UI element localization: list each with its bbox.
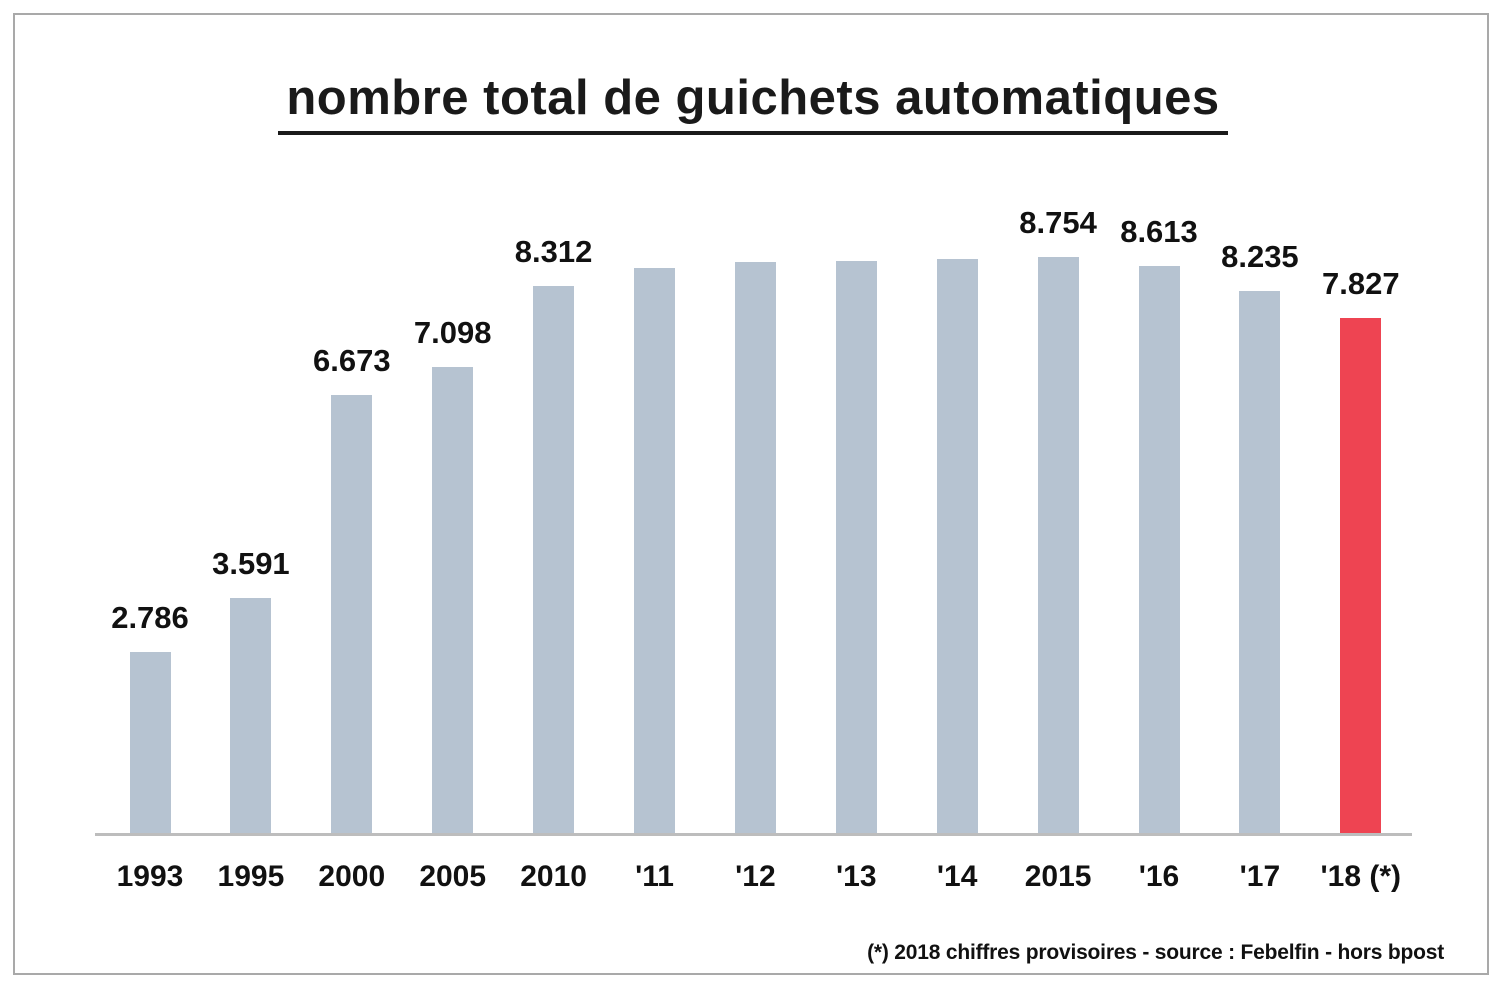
x-tick-label: '11 xyxy=(635,860,674,893)
x-tick-label: '12 xyxy=(735,860,776,893)
bar xyxy=(835,261,877,836)
bar xyxy=(331,395,373,836)
bar xyxy=(734,262,776,836)
bar xyxy=(936,259,978,836)
bar xyxy=(432,367,474,836)
x-tick-label: '17 xyxy=(1239,860,1281,893)
x-tick-label: 1993 xyxy=(116,860,184,893)
bar xyxy=(1239,291,1281,836)
title-container: nombre total de guichets automatiques xyxy=(0,70,1506,135)
bar-value-label: 7.827 xyxy=(1322,266,1400,301)
bar xyxy=(1138,266,1180,836)
bar xyxy=(1037,257,1079,836)
bar-value-label: 8.312 xyxy=(514,234,593,269)
bar xyxy=(533,286,575,836)
bar-value-label: 6.673 xyxy=(313,343,391,378)
x-tick-label: '16 xyxy=(1138,860,1180,893)
x-tick-label: '13 xyxy=(836,860,877,893)
bar xyxy=(230,598,272,836)
x-axis-line xyxy=(95,833,1412,836)
footnote: (*) 2018 chiffres provisoires - source :… xyxy=(867,941,1444,964)
bar-value-label: 8.235 xyxy=(1221,239,1299,274)
chart-title: nombre total de guichets automatiques xyxy=(278,70,1228,135)
bar-value-label: 2.786 xyxy=(111,600,189,635)
x-tick-label: 2005 xyxy=(419,860,487,893)
bar-value-label: 7.098 xyxy=(413,315,492,350)
x-tick-label: 2010 xyxy=(520,860,587,893)
bar-value-label: 3.591 xyxy=(212,546,290,581)
x-tick-label: 2000 xyxy=(318,860,386,893)
bar xyxy=(129,652,171,836)
x-tick-label: 2015 xyxy=(1024,860,1092,893)
x-tick-label: '14 xyxy=(936,860,978,893)
bar xyxy=(634,268,675,836)
bar-highlighted xyxy=(1340,318,1382,836)
bar-value-label: 8.754 xyxy=(1019,205,1097,240)
x-tick-label: 1995 xyxy=(217,860,285,893)
x-tick-label: '18 (*) xyxy=(1320,860,1402,893)
bar-value-label: 8.613 xyxy=(1120,214,1198,249)
